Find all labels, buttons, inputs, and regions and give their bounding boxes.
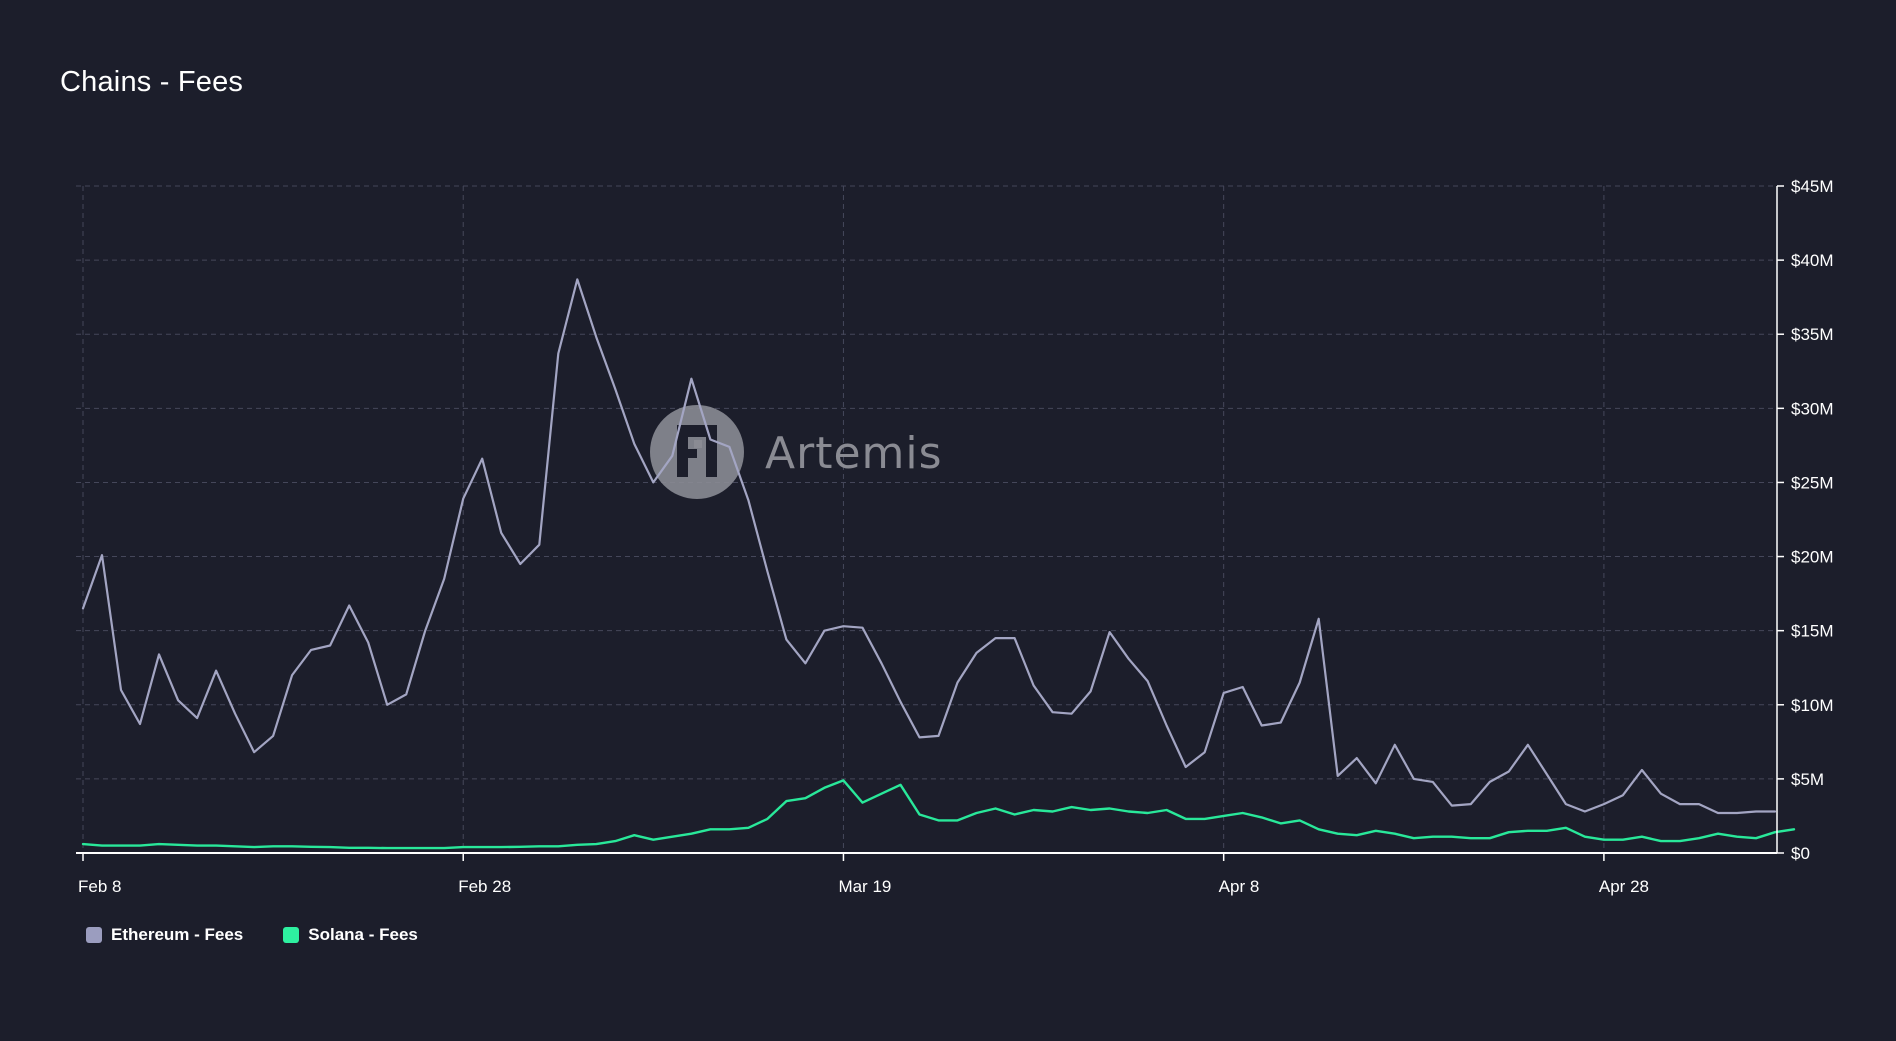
y-tick-label: $30M xyxy=(1791,399,1834,418)
y-tick-label: $15M xyxy=(1791,622,1834,641)
legend-item-solana[interactable]: Solana - Fees xyxy=(283,925,418,945)
legend-item-ethereum[interactable]: Ethereum - Fees xyxy=(86,925,243,945)
y-tick-label: $0 xyxy=(1791,844,1810,863)
x-tick-label: Feb 8 xyxy=(78,877,121,896)
series-lines xyxy=(81,278,1796,850)
x-tick-label: Feb 28 xyxy=(458,877,511,896)
y-tick-label: $10M xyxy=(1791,696,1834,715)
y-tick-label: $25M xyxy=(1791,473,1834,492)
y-tick-label: $35M xyxy=(1791,325,1834,344)
solana-fees-line xyxy=(81,779,1796,850)
x-tick-label: Apr 28 xyxy=(1599,877,1649,896)
watermark-text: Artemis xyxy=(765,428,943,479)
legend-swatch-solana xyxy=(283,927,300,943)
grid-lines xyxy=(76,185,1777,853)
x-tick-label: Apr 8 xyxy=(1219,877,1260,896)
y-tick-label: $5M xyxy=(1791,770,1824,789)
legend-label-solana: Solana - Fees xyxy=(308,925,418,944)
legend: Ethereum - Fees Solana - Fees xyxy=(86,925,418,945)
axes: $0 $5M $10M $15M $20M $25M $30M $35M $40M $45M Feb… xyxy=(76,177,1834,896)
artemis-logo-icon xyxy=(650,405,744,499)
ethereum-fees-line xyxy=(81,278,1777,815)
chart-title: Chains - Fees xyxy=(60,66,244,98)
artemis-watermark: Artemis xyxy=(650,405,943,499)
legend-label-ethereum: Ethereum - Fees xyxy=(111,925,244,944)
legend-swatch-ethereum xyxy=(86,927,102,943)
y-tick-label: $45M xyxy=(1791,177,1834,196)
x-tick-label: Mar 19 xyxy=(838,877,891,896)
y-tick-label: $20M xyxy=(1791,548,1834,567)
y-tick-label: $40M xyxy=(1791,251,1834,270)
